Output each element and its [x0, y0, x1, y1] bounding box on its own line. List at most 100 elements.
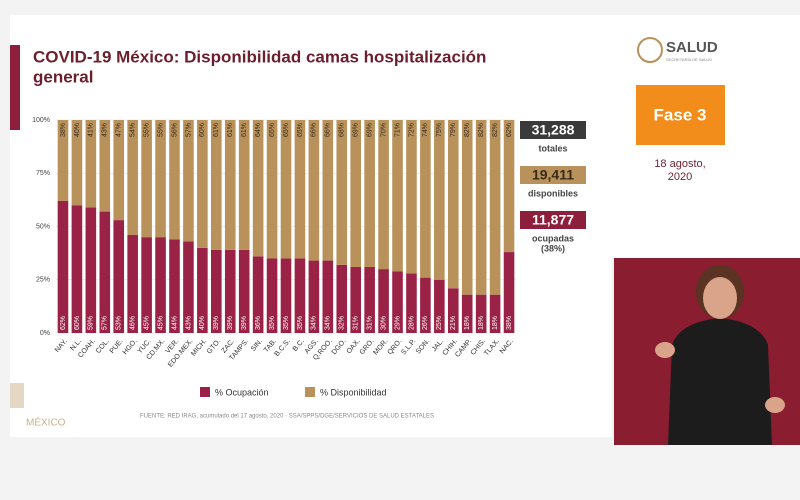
phase-box [636, 85, 725, 145]
value-label: 62% [506, 123, 513, 137]
bar-segment [378, 269, 389, 333]
value-label: 59% [88, 316, 95, 330]
summary-box [520, 166, 586, 184]
phase: Fase 3 [654, 105, 707, 124]
bar-segment [211, 120, 222, 250]
value-label: 40% [74, 123, 81, 137]
legend-swatch [200, 387, 210, 397]
value-label: 40% [199, 316, 206, 330]
value-label: 32% [339, 316, 346, 330]
value-label: 31% [366, 316, 373, 330]
bar-segment [322, 260, 334, 333]
date: 18 agosto, [654, 158, 705, 170]
bar-segment [406, 273, 417, 333]
bar-segment [475, 120, 487, 295]
bar-segment [183, 120, 194, 242]
y-tick-label: 25% [36, 277, 50, 284]
value-label: 30% [380, 316, 387, 330]
value-label: 55% [157, 123, 164, 137]
bar-segment [85, 207, 97, 333]
value-label: 25% [436, 316, 443, 330]
value-label: 65% [283, 123, 290, 137]
value-label: 29% [394, 316, 401, 330]
summary-label: ocupadas [532, 233, 574, 243]
bar-segment [113, 120, 125, 221]
bar-segment [364, 266, 375, 333]
value-label: 61% [227, 123, 234, 137]
value-label: 35% [297, 316, 304, 330]
value-label: 60% [74, 316, 81, 330]
footer-logo-mark [10, 383, 24, 408]
value-label: 26% [422, 316, 429, 330]
bar-segment [392, 120, 403, 272]
value-label: 62% [60, 316, 67, 330]
bar-segment [434, 120, 445, 280]
bar-segment [308, 120, 320, 261]
bar-segment [336, 264, 348, 333]
value-label: 69% [366, 123, 373, 137]
value-label: 44% [171, 316, 178, 330]
value-label: 60% [199, 123, 206, 137]
bar-segment [461, 120, 473, 295]
bar-segment [392, 271, 403, 333]
bar-segment [266, 120, 278, 259]
value-label: 18% [478, 316, 485, 330]
bar-segment [85, 120, 97, 208]
bar-segment [322, 120, 334, 261]
bar-segment [238, 249, 250, 333]
title: general [33, 67, 93, 86]
value-label: 35% [283, 316, 290, 330]
logo-name: SALUD [666, 39, 718, 56]
value-label: 57% [102, 316, 109, 330]
bar-segment [71, 120, 83, 206]
bar-segment [252, 120, 264, 257]
value-label: 53% [116, 316, 123, 330]
bar-segment [71, 205, 83, 333]
bar-segment [461, 294, 473, 333]
bar-segment [350, 120, 361, 267]
value-label: 82% [478, 123, 485, 137]
value-label: 55% [143, 123, 150, 137]
bar-segment [169, 120, 180, 240]
value-label: 38% [60, 123, 67, 137]
value-label: 38% [506, 316, 513, 330]
bar-segment [127, 235, 138, 333]
footer-logo: MÉXICO [26, 416, 66, 429]
bar-segment [57, 200, 69, 333]
bar-segment [197, 120, 208, 248]
value-label: 21% [450, 316, 457, 330]
value-label: 39% [241, 316, 248, 330]
bar-segment [489, 120, 501, 295]
bar-segment [127, 120, 138, 236]
bar-segment [489, 294, 501, 333]
value-label: 69% [353, 123, 360, 137]
bar-segment [378, 120, 389, 270]
bar-segment [420, 120, 431, 278]
bar-segment [294, 258, 306, 333]
bar-segment [57, 120, 69, 201]
y-tick-label: 100% [32, 117, 50, 124]
bar-segment [266, 258, 278, 333]
value-label: 28% [408, 316, 415, 330]
summary-label: (38%) [541, 243, 565, 253]
value-label: 57% [185, 123, 192, 137]
value-label: 45% [143, 316, 150, 330]
bar-segment [99, 211, 111, 333]
value-label: 70% [380, 123, 387, 137]
interpreter-hand [655, 342, 675, 358]
value-label: 31% [353, 316, 360, 330]
date: 2020 [668, 171, 692, 183]
bar-segment [155, 237, 166, 333]
value-label: 54% [130, 123, 137, 137]
value-label: 35% [269, 316, 276, 330]
value-label: 75% [436, 123, 443, 137]
bar-segment [155, 120, 166, 238]
bar-segment [447, 288, 459, 333]
bar-segment [294, 120, 306, 259]
legend-swatch [305, 387, 315, 397]
bar-segment [141, 237, 152, 333]
bar-segment [211, 249, 222, 333]
interpreter-hand [765, 397, 785, 413]
bar-segment [99, 120, 111, 212]
